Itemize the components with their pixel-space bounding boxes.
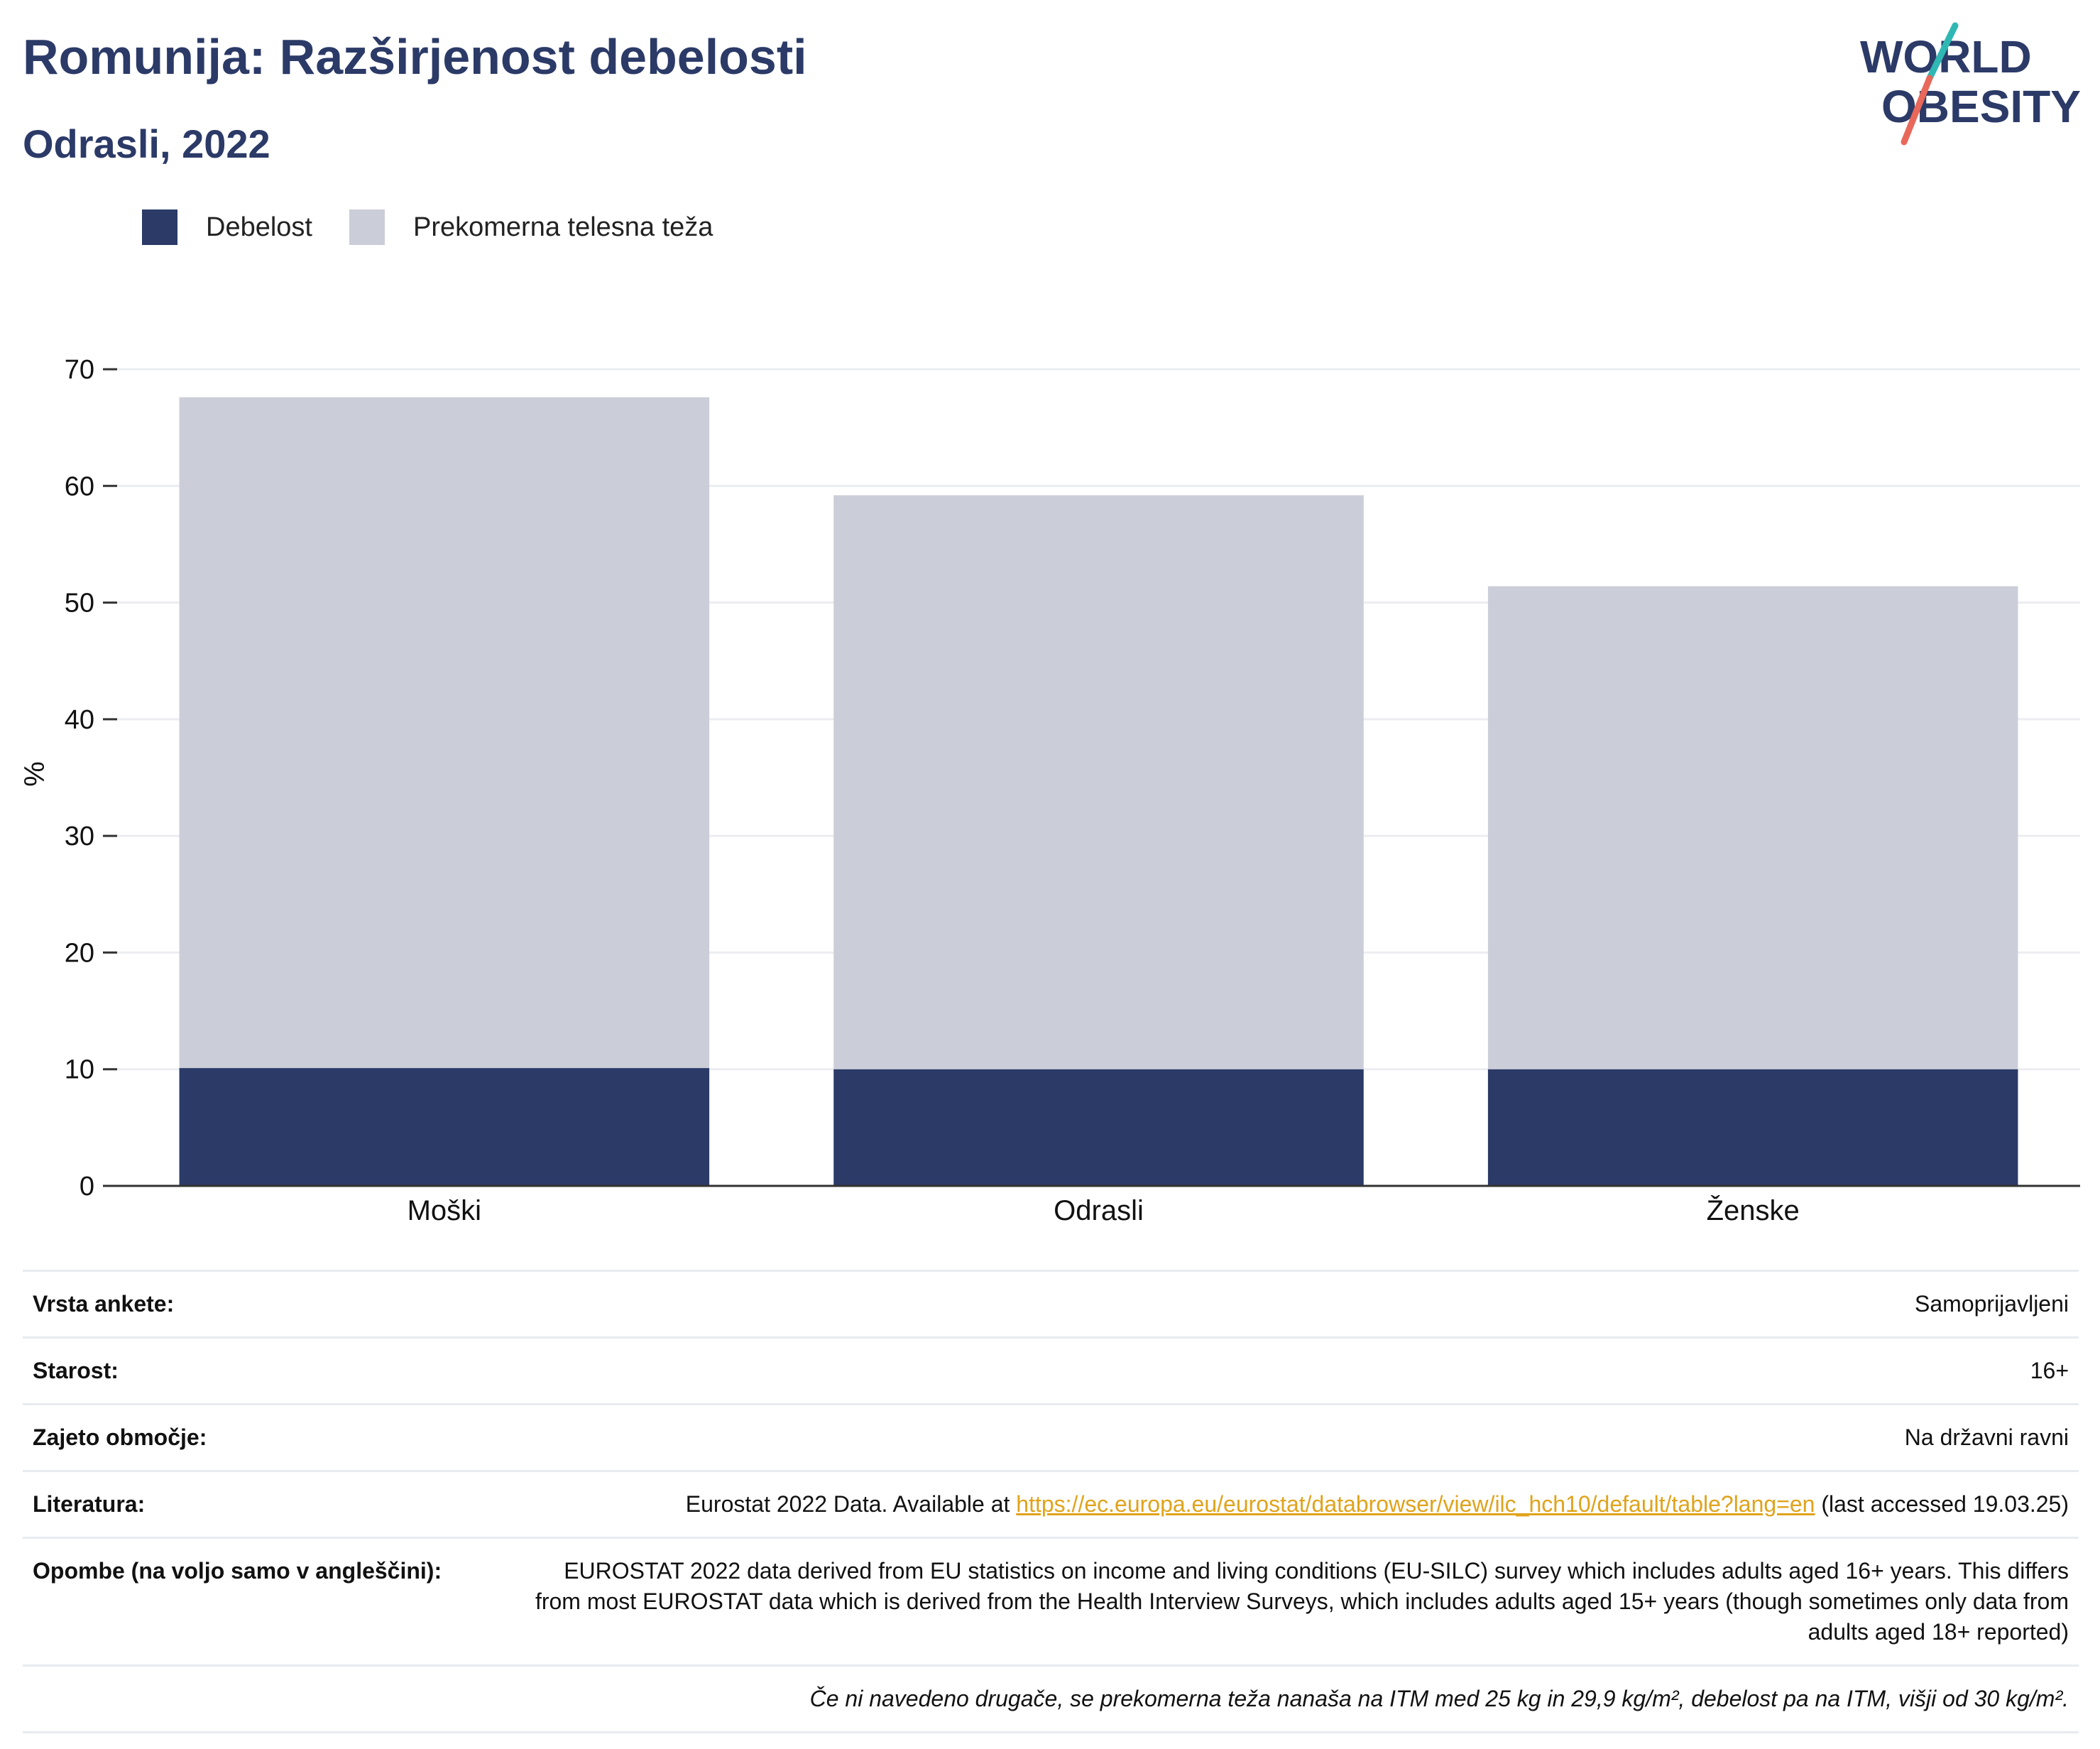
y-tick-label: 70 xyxy=(65,355,94,385)
page-subtitle: Odrasli, 2022 xyxy=(23,121,270,166)
y-tick-label: 30 xyxy=(65,822,94,851)
logo-slash-top xyxy=(1926,22,1959,82)
bar-obesity xyxy=(179,1068,710,1186)
bar-overweight xyxy=(833,495,1364,1069)
x-tick-label: Moški xyxy=(408,1195,481,1226)
reference-label: Literatura: xyxy=(33,1491,146,1517)
legend-swatch-overweight xyxy=(349,209,385,245)
area-label: Zajeto območje: xyxy=(33,1424,207,1450)
reference-suffix: (last accessed 19.03.25) xyxy=(1815,1491,2069,1517)
y-tick-label: 40 xyxy=(65,705,94,735)
bar-chart: 0 10 20 30 40 50 60 70 Moški Odrasli Ženske % xyxy=(19,355,2080,1226)
legend-label-overweight: Prekomerna telesna teža xyxy=(412,212,713,242)
bar-overweight xyxy=(1487,586,2018,1069)
y-tick-label: 50 xyxy=(65,589,94,619)
page-title: Romunija: Razširjenost debelosti xyxy=(23,29,807,85)
info-table: Vrsta ankete: Samoprijavljeni Starost: 1… xyxy=(23,1270,2079,1733)
notes-value: EUROSTAT 2022 data derived from EU stati… xyxy=(535,1558,2069,1645)
reference-prefix: Eurostat 2022 Data. Available at xyxy=(685,1491,1017,1517)
y-axis-label: % xyxy=(19,761,50,787)
reference-value: Eurostat 2022 Data. Available at https:/… xyxy=(686,1489,2069,1520)
reference-link[interactable]: https://ec.europa.eu/eurostat/databrowse… xyxy=(1016,1491,1815,1517)
chart-legend: Debelost Prekomerna telesna teža xyxy=(142,209,750,245)
legend-swatch-obesity xyxy=(142,209,177,245)
legend-item-obesity: Debelost xyxy=(142,209,312,245)
world-obesity-logo: WORLD OBESITY xyxy=(1860,22,2081,146)
footnote: Če ni navedeno drugače, se prekomerna te… xyxy=(809,1686,2069,1711)
legend-label-obesity: Debelost xyxy=(206,212,312,242)
info-row-area: Zajeto območje: Na državni ravni xyxy=(23,1403,2079,1470)
info-row-notes: Opombe (na voljo samo v angleščini): EUR… xyxy=(23,1537,2079,1664)
y-tick-label: 10 xyxy=(65,1055,94,1085)
bar-obesity xyxy=(833,1069,1364,1186)
x-tick-labels: Moški Odrasli Ženske xyxy=(408,1194,1800,1226)
info-row-age: Starost: 16+ xyxy=(23,1336,2079,1403)
y-tick-label: 20 xyxy=(65,938,94,968)
info-row-footnote: Če ni navedeno drugače, se prekomerna te… xyxy=(23,1664,2079,1733)
survey-type-value: Samoprijavljeni xyxy=(1915,1291,2069,1317)
bars xyxy=(117,397,2080,1187)
area-value: Na državni ravni xyxy=(1904,1424,2069,1450)
bar-overweight xyxy=(179,397,710,1069)
y-tick-labels: 0 10 20 30 40 50 60 70 xyxy=(65,355,117,1202)
legend-item-overweight: Prekomerna telesna teža xyxy=(349,209,713,245)
logo-slash-bottom xyxy=(1901,75,1933,146)
age-label: Starost: xyxy=(33,1358,119,1383)
info-row-reference: Literatura: Eurostat 2022 Data. Availabl… xyxy=(23,1470,2079,1537)
survey-type-label: Vrsta ankete: xyxy=(33,1291,175,1317)
age-value: 16+ xyxy=(2030,1358,2069,1383)
info-row-survey-type: Vrsta ankete: Samoprijavljeni xyxy=(23,1270,2079,1336)
x-tick-label: Odrasli xyxy=(1054,1195,1144,1226)
x-tick-label: Ženske xyxy=(1707,1194,1800,1226)
y-tick-label: 0 xyxy=(80,1172,94,1202)
y-tick-label: 60 xyxy=(65,472,94,501)
bar-obesity xyxy=(1487,1069,2018,1186)
notes-label: Opombe (na voljo samo v angleščini): xyxy=(33,1558,442,1584)
